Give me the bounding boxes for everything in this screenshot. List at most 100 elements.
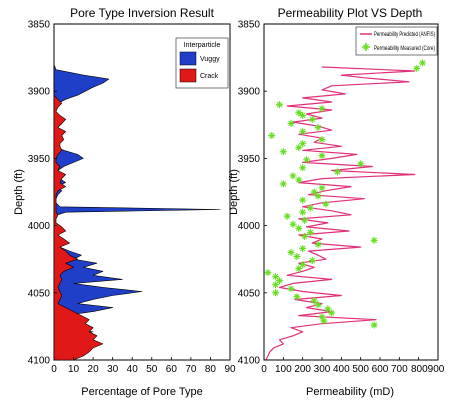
measured-point (275, 277, 283, 285)
permeability-x-tick-label: 0 (261, 364, 267, 375)
permeability-x-axis-label: Permeability (mD) (306, 386, 394, 398)
pore-type-x-tick-label: 80 (205, 364, 217, 375)
pore-type-chart-title: Pore Type Inversion Result (70, 6, 215, 20)
measured-point (314, 192, 322, 200)
measured-point (295, 109, 303, 117)
measured-point (314, 123, 322, 131)
measured-point (295, 144, 303, 152)
measured-point (413, 64, 421, 72)
measured-point (295, 176, 303, 184)
area-series-crack (54, 64, 104, 360)
permeability-chart-title: Permeability Plot VS Depth (278, 6, 423, 20)
permeability-series (264, 59, 427, 360)
measured-point (287, 248, 295, 256)
permeability-x-tick-label: 200 (294, 364, 311, 375)
permeability-x-tick-label: 400 (333, 364, 350, 375)
measured-point (314, 240, 322, 248)
measured-point (272, 289, 280, 297)
permeability-plot-area (263, 23, 439, 361)
permeability-y-tick-label: 3900 (238, 87, 261, 98)
measured-point (299, 244, 307, 252)
measured-point (322, 200, 330, 208)
measured-point (301, 216, 309, 224)
measured-point (272, 281, 280, 289)
permeability-x-tick-label: 700 (391, 364, 408, 375)
measured-point (301, 232, 309, 240)
permeability-y-tick-label: 4000 (238, 221, 261, 232)
measured-point (275, 101, 283, 109)
permeability-chart: 0 100 200 300 400 500 600 700 800900 3850 3900 3950… (228, 6, 445, 398)
pore-type-x-tick-label: 50 (146, 364, 158, 375)
measured-point (310, 188, 318, 196)
pore-type-area-series (54, 64, 221, 360)
pore-type-y-tick-label: 4000 (28, 221, 51, 232)
legend-label-predicted: Permeability Predicted (ANFIS) (374, 32, 435, 38)
measured-point (279, 148, 287, 156)
permeability-x-tick-label: 600 (372, 364, 389, 375)
permeability-x-tick-label: 800900 (411, 364, 445, 375)
measured-point (370, 321, 378, 329)
measured-point (318, 136, 326, 144)
permeability-x-tick-label: 500 (352, 364, 369, 375)
permeability-x-tick-label: 300 (314, 364, 331, 375)
pore-type-x-tick-label: 0 (51, 364, 57, 375)
permeability-y-tick-label: 4100 (238, 356, 261, 367)
pore-type-y-tick-label: 3850 (28, 20, 51, 31)
measured-point (357, 160, 365, 168)
measured-point (299, 164, 307, 172)
permeability-x-tick-label: 100 (275, 364, 292, 375)
pore-type-axis-ticks: 0 10 20 30 40 50 60 70 80 90385039003950400040504… (28, 20, 236, 376)
measured-point (268, 132, 276, 140)
legend-label-measured: Permeability Measured (Core) (374, 46, 435, 52)
measured-point (333, 168, 341, 176)
legend-swatch-vuggy (179, 51, 197, 66)
measured-point (419, 59, 427, 67)
legend-swatch-crack (179, 68, 197, 83)
measured-point (299, 196, 307, 204)
pore-type-x-tick-label: 70 (185, 364, 197, 375)
legend-label-interparticle: Interparticle (184, 42, 221, 49)
pore-type-legend: Interparticle Vuggy Crack (175, 37, 229, 89)
measured-point (303, 156, 311, 164)
legend-marker-measured (362, 43, 370, 51)
measured-point (299, 208, 307, 216)
measured-point (308, 115, 316, 123)
pore-type-y-tick-label: 3950 (28, 154, 51, 165)
measured-point (295, 224, 303, 232)
measured-point (264, 269, 272, 277)
pore-type-x-axis-label: Percentage of Pore Type (81, 386, 203, 398)
permeability-y-tick-label: 4050 (238, 288, 261, 299)
pore-type-chart: 0 10 20 30 40 50 60 70 80 90385039003950400040504… (13, 6, 236, 398)
measured-point (299, 111, 307, 119)
permeability-y-tick-label: 3950 (238, 154, 261, 165)
measured-point (289, 172, 297, 180)
pore-type-x-tick-label: 10 (68, 364, 80, 375)
measured-point (324, 305, 332, 313)
measured-point (306, 204, 314, 212)
measured-point (299, 128, 307, 136)
permeability-y-tick-label: 3850 (238, 20, 261, 31)
pore-type-y-tick-label: 3900 (28, 87, 51, 98)
measured-point (318, 313, 326, 321)
measured-point (289, 220, 297, 228)
pore-type-x-tick-label: 60 (166, 364, 178, 375)
measured-point (295, 265, 303, 273)
permeability-y-axis-label: Depth (ft) (228, 169, 240, 215)
legend-label-crack: Crack (200, 73, 219, 80)
legend-label-vuggy: Vuggy (200, 56, 220, 63)
measured-point (299, 140, 307, 148)
measured-point (287, 285, 295, 293)
measured-point (287, 119, 295, 127)
permeability-legend-box (355, 26, 438, 56)
measured-point (318, 184, 326, 192)
measured-point (328, 309, 336, 317)
permeability-legend: Permeability Predicted (ANFIS) Permeabil… (355, 26, 438, 56)
pore-type-y-tick-label: 4050 (28, 288, 51, 299)
measured-point (283, 212, 291, 220)
measured-point (308, 257, 316, 265)
pore-type-x-tick-label: 20 (88, 364, 100, 375)
pore-type-x-tick-label: 90 (224, 364, 236, 375)
measured-point (318, 105, 326, 113)
measured-point (272, 273, 280, 281)
